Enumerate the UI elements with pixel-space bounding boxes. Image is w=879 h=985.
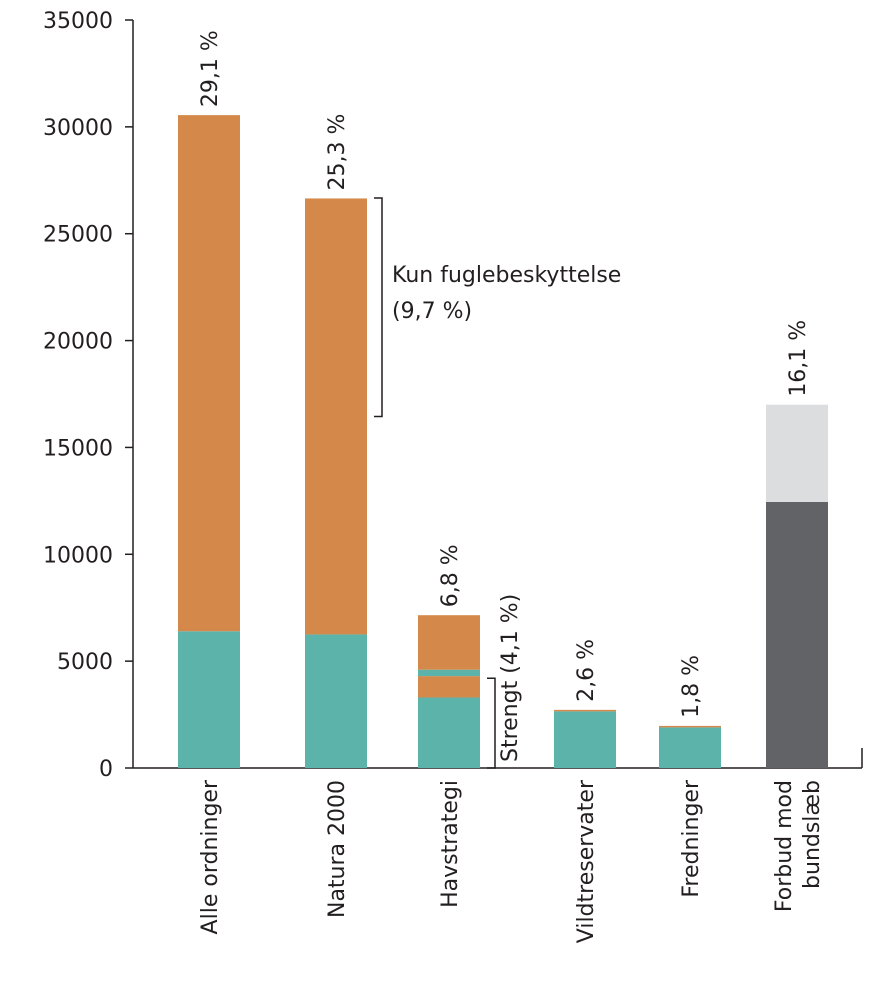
percent-label: 25,3 % <box>325 114 350 191</box>
bar-segment <box>418 676 480 698</box>
percent-label: 16,1 % <box>786 320 811 397</box>
bar-segment <box>766 501 828 768</box>
y-tick-label: 10000 <box>43 543 113 568</box>
bracket <box>374 197 383 418</box>
x-tick-label: Fredninger <box>679 779 704 898</box>
x-tick-label: Forbud mod <box>772 780 797 912</box>
bar-segment <box>305 634 367 768</box>
y-tick-label: 35000 <box>43 9 113 34</box>
annotation: Kun fuglebeskyttelse <box>392 263 621 288</box>
bar-segment <box>766 404 828 502</box>
bar-segment <box>659 725 721 728</box>
x-tick-label: Natura 2000 <box>325 780 350 918</box>
bar-segment <box>178 631 240 768</box>
bar-segment <box>554 711 616 768</box>
x-tick-label: Alle ordninger <box>198 779 223 934</box>
y-tick-label: 0 <box>99 757 113 782</box>
bar-segment <box>305 198 367 635</box>
percent-label: 29,1 % <box>198 30 223 107</box>
bar-segment <box>554 709 616 712</box>
y-tick-label: 20000 <box>43 330 113 355</box>
percent-label: 6,8 % <box>438 544 463 607</box>
y-tick-label: 25000 <box>43 223 113 248</box>
y-tick-label: 30000 <box>43 116 113 141</box>
percent-label: 1,8 % <box>679 655 704 718</box>
x-tick-label: Vildtreservater <box>574 779 599 943</box>
y-tick-label: 15000 <box>43 436 113 461</box>
bracket <box>487 677 496 769</box>
bar-segment <box>418 697 480 768</box>
annotation: (9,7 %) <box>392 299 472 324</box>
bar-segment <box>418 615 480 670</box>
x-tick-label: Havstrategi <box>438 780 463 908</box>
x-tick-label: bundslæb <box>800 780 825 889</box>
bar-segment <box>178 115 240 632</box>
y-tick-label: 5000 <box>57 650 113 675</box>
percent-label: 2,6 % <box>574 639 599 702</box>
bar-segment <box>418 669 480 677</box>
bar-segment <box>659 727 721 768</box>
annotation: Strengt (4,1 %) <box>498 594 523 762</box>
